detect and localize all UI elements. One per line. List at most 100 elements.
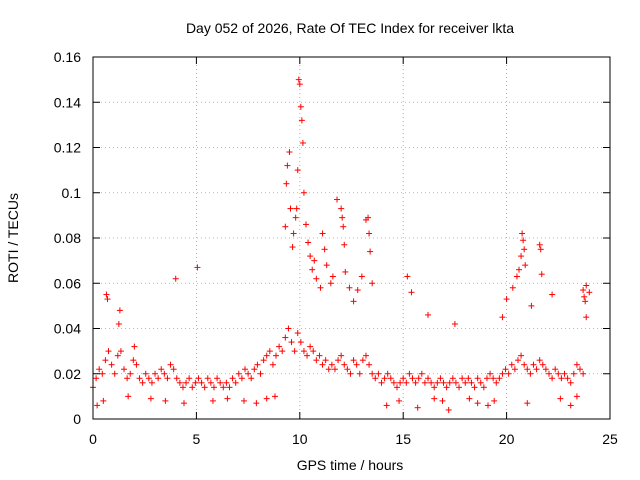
tick-labels: 0 5 10 15 20 25 0 0.02 0.04 0.06 0.08 0.1 0.12 0.14 0.… bbox=[54, 49, 618, 447]
data-point bbox=[408, 289, 415, 296]
data-point bbox=[170, 366, 177, 373]
data-point bbox=[226, 384, 233, 391]
data-point bbox=[327, 280, 334, 287]
data-point bbox=[309, 266, 316, 273]
data-point bbox=[116, 307, 123, 314]
data-point bbox=[561, 370, 568, 377]
data-point bbox=[545, 370, 552, 377]
data-point bbox=[514, 357, 521, 364]
data-point bbox=[580, 287, 587, 294]
data-point bbox=[404, 273, 411, 280]
data-point bbox=[539, 361, 546, 368]
data-point bbox=[520, 237, 527, 244]
data-point bbox=[412, 379, 419, 386]
data-point bbox=[195, 375, 202, 382]
data-point bbox=[192, 379, 199, 386]
data-point bbox=[474, 375, 481, 382]
data-point bbox=[204, 375, 211, 382]
data-point bbox=[282, 223, 289, 230]
data-point bbox=[456, 384, 463, 391]
data-point bbox=[251, 366, 258, 373]
data-point bbox=[127, 370, 134, 377]
x-tick-label: 25 bbox=[602, 431, 618, 447]
data-point bbox=[468, 379, 475, 386]
data-point bbox=[291, 348, 298, 355]
data-point bbox=[229, 375, 236, 382]
data-point bbox=[254, 361, 261, 368]
data-point bbox=[303, 221, 310, 228]
data-point bbox=[549, 375, 556, 382]
data-point bbox=[383, 402, 390, 409]
data-point bbox=[125, 393, 132, 400]
grid bbox=[93, 57, 610, 419]
data-point bbox=[287, 205, 294, 212]
data-point bbox=[307, 253, 314, 260]
data-point bbox=[555, 370, 562, 377]
data-point bbox=[418, 370, 425, 377]
data-point bbox=[297, 339, 304, 346]
data-point bbox=[338, 352, 345, 359]
data-point bbox=[573, 361, 580, 368]
axis-ticks bbox=[92, 56, 611, 420]
data-point bbox=[524, 366, 531, 373]
data-point bbox=[232, 379, 239, 386]
data-point bbox=[290, 230, 297, 237]
data-point bbox=[104, 296, 111, 303]
data-point bbox=[451, 320, 458, 327]
x-tick-label: 20 bbox=[499, 431, 515, 447]
data-point bbox=[276, 343, 283, 350]
data-point bbox=[440, 379, 447, 386]
data-point bbox=[403, 379, 410, 386]
data-point bbox=[142, 370, 149, 377]
data-point bbox=[114, 352, 121, 359]
data-point bbox=[319, 230, 326, 237]
y-tick-label: 0.04 bbox=[54, 321, 81, 337]
x-tick-label: 5 bbox=[193, 431, 201, 447]
data-point bbox=[147, 395, 154, 402]
data-point bbox=[99, 370, 106, 377]
data-point bbox=[521, 246, 528, 253]
data-points bbox=[90, 76, 593, 413]
data-point bbox=[108, 361, 115, 368]
y-axis-label: ROTI / TECUs bbox=[5, 193, 21, 283]
data-point bbox=[245, 370, 252, 377]
data-point bbox=[346, 284, 353, 291]
data-point bbox=[372, 375, 379, 382]
data-point bbox=[421, 379, 428, 386]
data-point bbox=[295, 76, 302, 83]
data-point bbox=[414, 404, 421, 411]
data-point bbox=[387, 375, 394, 382]
data-point bbox=[286, 149, 293, 156]
data-point bbox=[477, 379, 484, 386]
data-point bbox=[139, 379, 146, 386]
data-point bbox=[369, 370, 376, 377]
data-point bbox=[586, 289, 593, 296]
data-point bbox=[347, 370, 354, 377]
data-point bbox=[393, 384, 400, 391]
data-point bbox=[567, 402, 574, 409]
y-tick-label: 0.08 bbox=[54, 230, 81, 246]
data-point bbox=[284, 162, 291, 169]
data-point bbox=[474, 400, 481, 407]
data-point bbox=[518, 253, 525, 260]
data-point bbox=[342, 268, 349, 275]
data-point bbox=[111, 370, 118, 377]
data-point bbox=[434, 379, 441, 386]
data-point bbox=[269, 361, 276, 368]
data-point bbox=[220, 384, 227, 391]
data-point bbox=[365, 214, 372, 221]
data-point bbox=[480, 384, 487, 391]
x-tick-label: 15 bbox=[395, 431, 411, 447]
data-point bbox=[115, 320, 122, 327]
data-point bbox=[145, 375, 152, 382]
data-point bbox=[505, 370, 512, 377]
y-tick-label: 0 bbox=[73, 411, 81, 427]
data-point bbox=[524, 400, 531, 407]
data-point bbox=[443, 384, 450, 391]
data-point bbox=[271, 393, 278, 400]
data-point bbox=[366, 361, 373, 368]
data-point bbox=[297, 103, 304, 110]
data-point bbox=[105, 348, 112, 355]
data-point bbox=[257, 370, 264, 377]
data-point bbox=[240, 397, 247, 404]
